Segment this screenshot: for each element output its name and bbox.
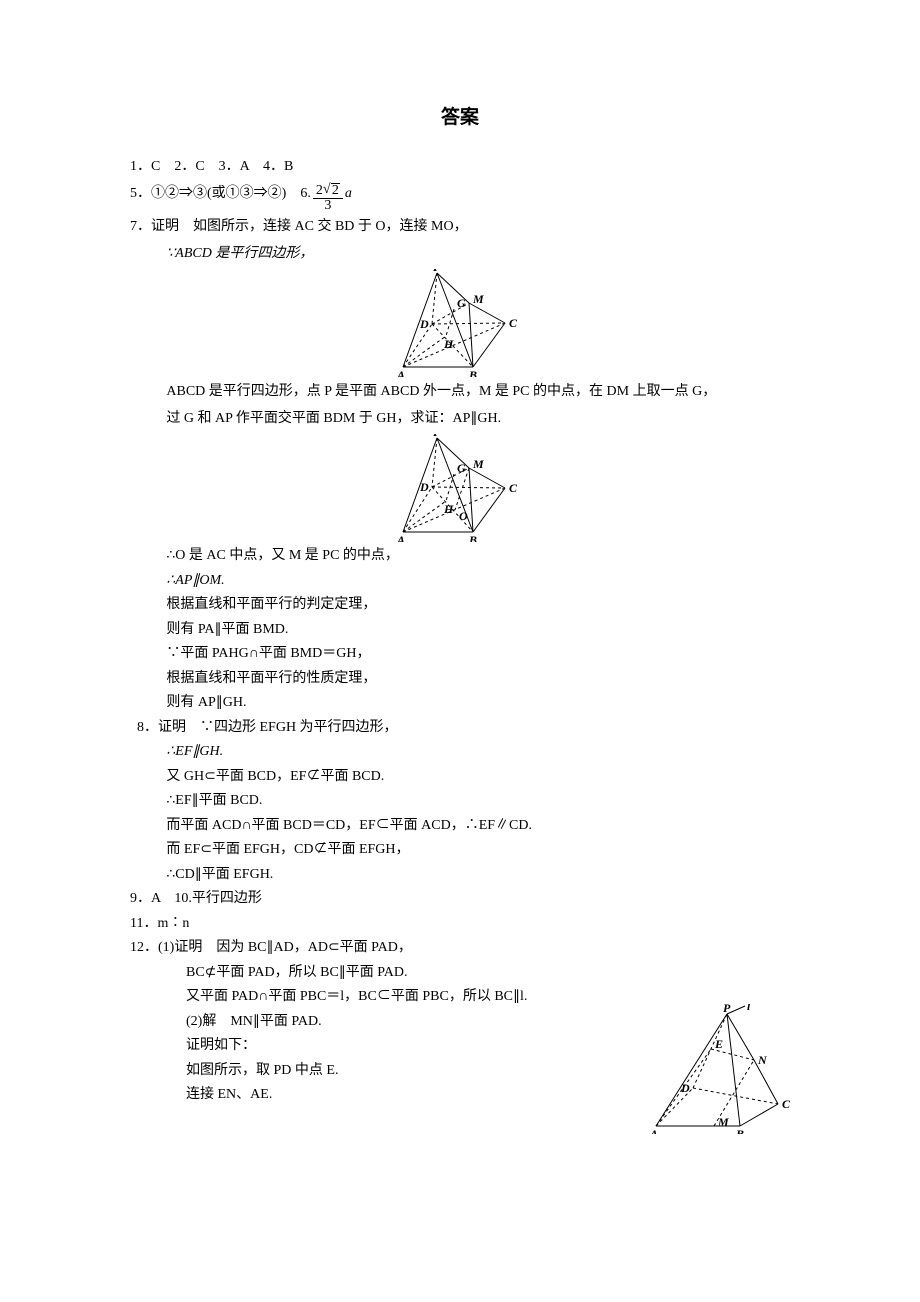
q8-line-4: 而平面 ACD∩平面 BCD＝CD，EF⊂平面 ACD，∴EF∥CD.: [130, 814, 790, 839]
q8-line-6: ∴CD∥平面 EFGH.: [130, 863, 790, 888]
page-title: 答案: [130, 100, 790, 136]
q8-line-1: ∴EF∥GH.: [130, 740, 790, 765]
q8-head: 8．证明 ∵四边形 EFGH 为平行四边形，: [130, 716, 790, 741]
q8-line-5: 而 EF⊂平面 EFGH，CD⊄平面 EFGH，: [130, 838, 790, 863]
q8-line-2: 又 GH⊂平面 BCD，EF⊄平面 BCD.: [130, 765, 790, 790]
svg-text:P: P: [723, 1004, 731, 1015]
figure-7a: P MG DH C A B: [130, 269, 790, 377]
svg-text:G: G: [457, 296, 466, 310]
figure-12: Pl E N D C A MB: [650, 1004, 790, 1134]
svg-text:D: D: [419, 317, 429, 331]
q7-line-5: 则有 PA∥平面 BMD.: [130, 618, 790, 643]
q7-line-8: 则有 AP∥GH.: [130, 691, 790, 716]
q7-restate-2: 过 G 和 AP 作平面交平面 BDM 于 GH，求证：AP∥GH.: [130, 406, 790, 433]
svg-text:B: B: [735, 1127, 744, 1134]
q11: 11．m∶n: [130, 912, 790, 937]
svg-text:M: M: [717, 1115, 729, 1129]
svg-text:P: P: [433, 434, 441, 439]
svg-text:C: C: [509, 316, 518, 330]
q7-line-2: ∴O 是 AC 中点，又 M 是 PC 的中点，: [130, 544, 790, 569]
svg-text:M: M: [472, 457, 484, 471]
q7-line-3: ∴AP∥OM.: [130, 569, 790, 594]
svg-text:G: G: [457, 461, 466, 475]
q7-line-7: 根据直线和平面平行的性质定理，: [130, 667, 790, 692]
svg-text:l: l: [747, 1004, 751, 1013]
svg-text:M: M: [472, 292, 484, 306]
fraction-2root2-over-3: 223: [313, 183, 343, 214]
q7-restate-1: ABCD 是平行四边形，点 P 是平面 ABCD 外一点，M 是 PC 的中点，…: [130, 379, 790, 406]
svg-text:H: H: [443, 502, 454, 516]
answers-1-4: 1．C 2．C 3．A 4．B: [130, 154, 790, 181]
q5-suffix: a: [345, 186, 352, 201]
svg-text:D: D: [419, 480, 429, 494]
svg-text:B: B: [468, 368, 477, 377]
svg-text:D: D: [680, 1081, 690, 1095]
svg-text:P: P: [433, 269, 441, 274]
figure-7b: P MG DHO C A B: [130, 434, 790, 542]
svg-text:O: O: [459, 509, 468, 523]
answer-5-6: 5．①②⇒③(或①③⇒②) 6.223a: [130, 181, 790, 214]
q7-head: 7．证明 如图所示，连接 AC 交 BD 于 O，连接 MO，: [130, 214, 790, 241]
q7-line-1: ∵ABCD 是平行四边形，: [130, 241, 790, 268]
svg-text:H: H: [443, 337, 454, 351]
q8-line-3: ∴EF∥平面 BCD.: [130, 789, 790, 814]
svg-text:E: E: [714, 1037, 723, 1051]
svg-text:B: B: [468, 533, 477, 542]
svg-text:A: A: [650, 1127, 658, 1134]
svg-text:A: A: [397, 533, 405, 542]
q7-line-6: ∵平面 PAHG∩平面 BMD＝GH，: [130, 642, 790, 667]
svg-text:A: A: [397, 368, 405, 377]
q7-line-4: 根据直线和平面平行的判定定理，: [130, 593, 790, 618]
svg-text:C: C: [782, 1097, 790, 1111]
svg-text:N: N: [757, 1053, 768, 1067]
q12-head: 12．(1)证明 因为 BC∥AD，AD⊂平面 PAD，: [130, 936, 790, 961]
q12-line-1: BC⊄平面 PAD，所以 BC∥平面 PAD.: [130, 961, 790, 986]
q9-10: 9．A 10.平行四边形: [130, 887, 790, 912]
q5-text: 5．①②⇒③(或①③⇒②) 6.: [130, 186, 311, 201]
svg-text:C: C: [509, 481, 518, 495]
